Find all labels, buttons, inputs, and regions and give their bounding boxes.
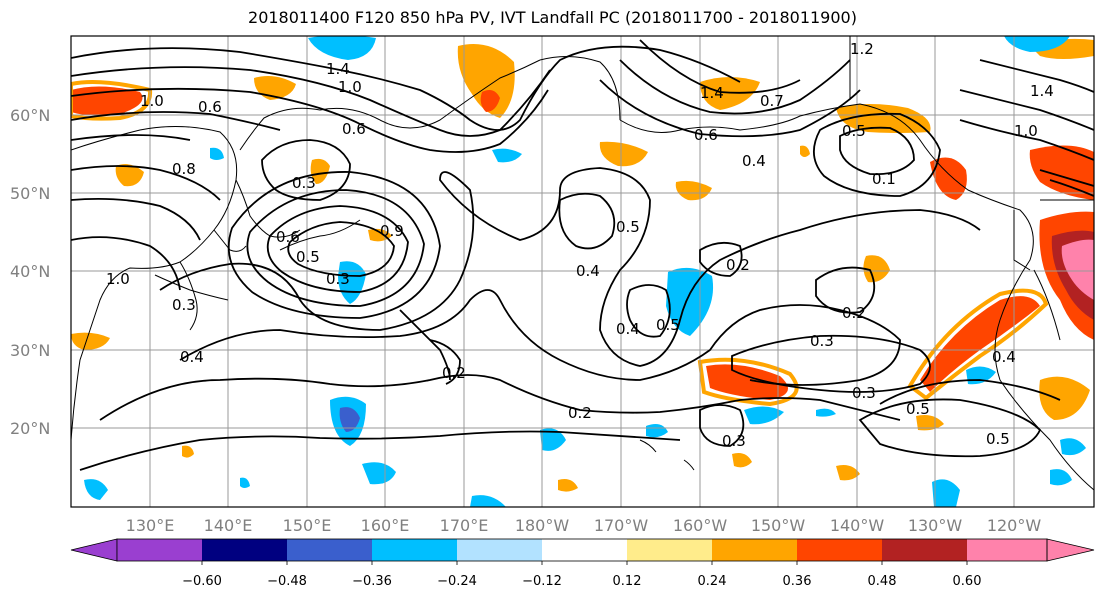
contour-label: 0.5	[656, 316, 680, 334]
map-title: 2018011400 F120 850 hPa PV, IVT Landfall…	[248, 8, 857, 27]
colorbar: −0.60 −0.48 −0.36 −0.24 −0.12 0.12 0.24 …	[70, 538, 1095, 589]
contour-label: 0.5	[986, 430, 1010, 448]
coastlines	[71, 36, 1094, 491]
contour-label: 0.1	[872, 170, 896, 188]
lat-label: 30°N	[10, 341, 50, 360]
contour-label: 0.3	[326, 270, 350, 288]
colorbar-tick-label: 0.24	[698, 574, 727, 589]
contour-label: 0.8	[172, 160, 196, 178]
contour-label: 0.3	[852, 384, 876, 402]
contour-label: 0.6	[276, 228, 300, 246]
contour-label: 0.5	[906, 400, 930, 418]
lon-label: 170°W	[594, 516, 649, 535]
colorbar-tick-label: −0.24	[437, 574, 477, 589]
contour-label: 1.0	[140, 92, 164, 110]
colorbar-tick-label: 0.60	[953, 574, 982, 589]
contour-label: 0.7	[760, 92, 784, 110]
colorbar-bin	[457, 539, 542, 561]
contour-label: 0.4	[180, 348, 204, 366]
lon-label: 150°E	[283, 516, 332, 535]
contour-label: 0.4	[576, 262, 600, 280]
colorbar-bin	[117, 539, 202, 561]
contour-label: 1.4	[1030, 82, 1054, 100]
lon-label: 140°E	[204, 516, 253, 535]
colorbar-bin	[287, 539, 372, 561]
contour-label: 0.4	[992, 348, 1016, 366]
lon-label: 130°E	[126, 516, 175, 535]
contour-label: 0.3	[292, 174, 316, 192]
colorbar-tick-label: −0.12	[522, 574, 562, 589]
colorbar-ticks	[201, 561, 968, 565]
contour-label: 0.5	[296, 248, 320, 266]
contour-label: 0.3	[722, 432, 746, 450]
contour-label: 1.2	[850, 40, 874, 58]
plot-border	[70, 35, 1095, 508]
contour-label: 0.9	[380, 222, 404, 240]
longitude-labels: 130°E 140°E 150°E 160°E 170°E 180°W 170°…	[126, 516, 1042, 535]
colorbar-bin	[627, 539, 712, 561]
lon-label: 140°W	[830, 516, 885, 535]
contour-label: 1.0	[106, 270, 130, 288]
colorbar-tick-label: −0.48	[267, 574, 307, 589]
colorbar-bin	[797, 539, 882, 561]
colorbar-bin	[882, 539, 967, 561]
contour-label: 0.4	[616, 320, 640, 338]
contour-label: 0.2	[842, 304, 866, 322]
colorbar-bin	[712, 539, 797, 561]
lon-label: 150°W	[751, 516, 806, 535]
colorbar-tick-label: 0.12	[613, 574, 642, 589]
colorbar-bin	[202, 539, 287, 561]
lat-label: 60°N	[10, 106, 50, 125]
contour-label: 0.6	[342, 120, 366, 138]
contour-label: 0.6	[694, 126, 718, 144]
contour-label: 0.3	[172, 296, 196, 314]
contour-label: 1.0	[338, 78, 362, 96]
colorbar-outline	[116, 538, 1048, 562]
contour-label: 0.5	[616, 218, 640, 236]
latitude-labels: 60°N 50°N 40°N 30°N 20°N	[10, 106, 50, 438]
colorbar-min-extension	[70, 538, 118, 562]
contour-label: 0.2	[568, 404, 592, 422]
lon-label: 160°E	[361, 516, 410, 535]
colorbar-bin	[542, 539, 627, 561]
graticule	[71, 36, 1094, 507]
colorbar-bin	[372, 539, 457, 561]
contour-label: 0.3	[810, 332, 834, 350]
colorbar-tick-label: 0.36	[783, 574, 812, 589]
contour-label: 1.4	[700, 84, 724, 102]
contour-label: 1.4	[326, 60, 350, 78]
lat-label: 20°N	[10, 419, 50, 438]
contour-label: 0.4	[742, 152, 766, 170]
lon-label: 180°W	[515, 516, 570, 535]
contour-label: 1.0	[1014, 122, 1038, 140]
colorbar-max-extension	[1046, 538, 1095, 562]
colorbar-bin	[967, 539, 1047, 561]
contour-label-group: 1.4 1.0 1.0 0.6 0.8 0.6 0.3 0.9 0.6 0.5 …	[106, 40, 1054, 450]
lat-label: 40°N	[10, 262, 50, 281]
lat-label: 50°N	[10, 184, 50, 203]
lon-label: 120°W	[987, 516, 1042, 535]
contour-label: 0.2	[726, 256, 750, 274]
colorbar-tick-label: 0.48	[868, 574, 897, 589]
pv-contours	[71, 39, 1094, 471]
lon-label: 130°W	[908, 516, 963, 535]
contour-label: 0.2	[442, 364, 466, 382]
lon-label: 170°E	[440, 516, 489, 535]
contour-label: 0.5	[842, 122, 866, 140]
contour-label: 0.6	[198, 98, 222, 116]
colorbar-tick-label: −0.60	[182, 574, 222, 589]
colorbar-tick-label: −0.36	[352, 574, 392, 589]
lon-label: 160°W	[673, 516, 728, 535]
